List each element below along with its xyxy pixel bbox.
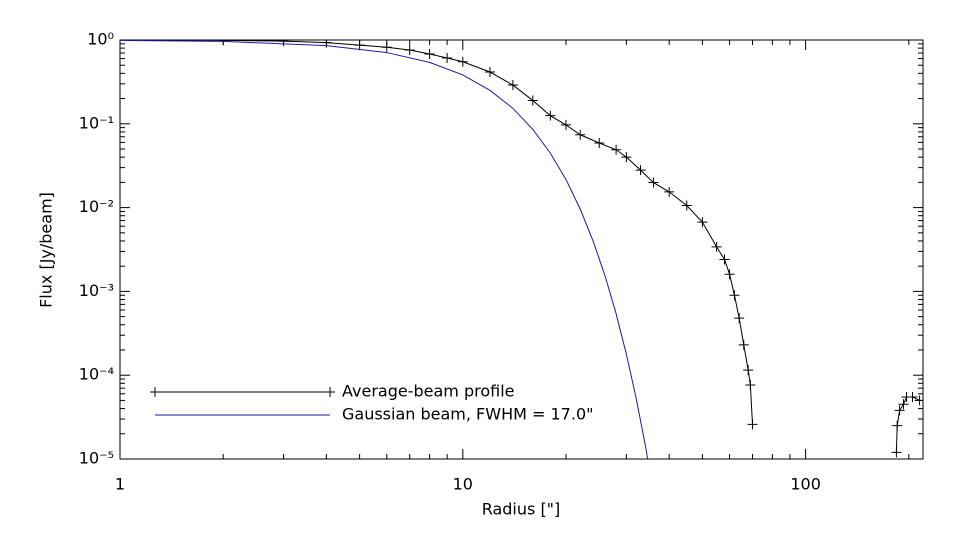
series-line — [120, 40, 920, 453]
legend-label: Gaussian beam, FWHM = 17.0" — [342, 405, 593, 424]
legend-marker — [150, 387, 160, 397]
x-tick-label: 10 — [453, 475, 473, 494]
y-tick-label: 10⁻⁵ — [79, 449, 114, 468]
plot-frame — [119, 39, 924, 460]
y-tick-label: 10⁰ — [87, 30, 114, 49]
x-axis-label: Radius ["] — [482, 500, 561, 519]
x-tick-label: 1 — [115, 475, 125, 494]
x-tick-label: 100 — [790, 475, 821, 494]
y-axis-label: Flux [Jy/beam] — [37, 192, 56, 308]
legend-marker — [325, 387, 335, 397]
legend-label: Average-beam profile — [342, 382, 515, 401]
y-tick-label: 10⁻¹ — [79, 113, 114, 132]
series-line — [120, 40, 649, 459]
y-tick-label: 10⁻² — [79, 197, 114, 216]
y-tick-label: 10⁻⁴ — [79, 365, 114, 384]
y-tick-label: 10⁻³ — [79, 281, 114, 300]
plot-area — [120, 40, 923, 459]
